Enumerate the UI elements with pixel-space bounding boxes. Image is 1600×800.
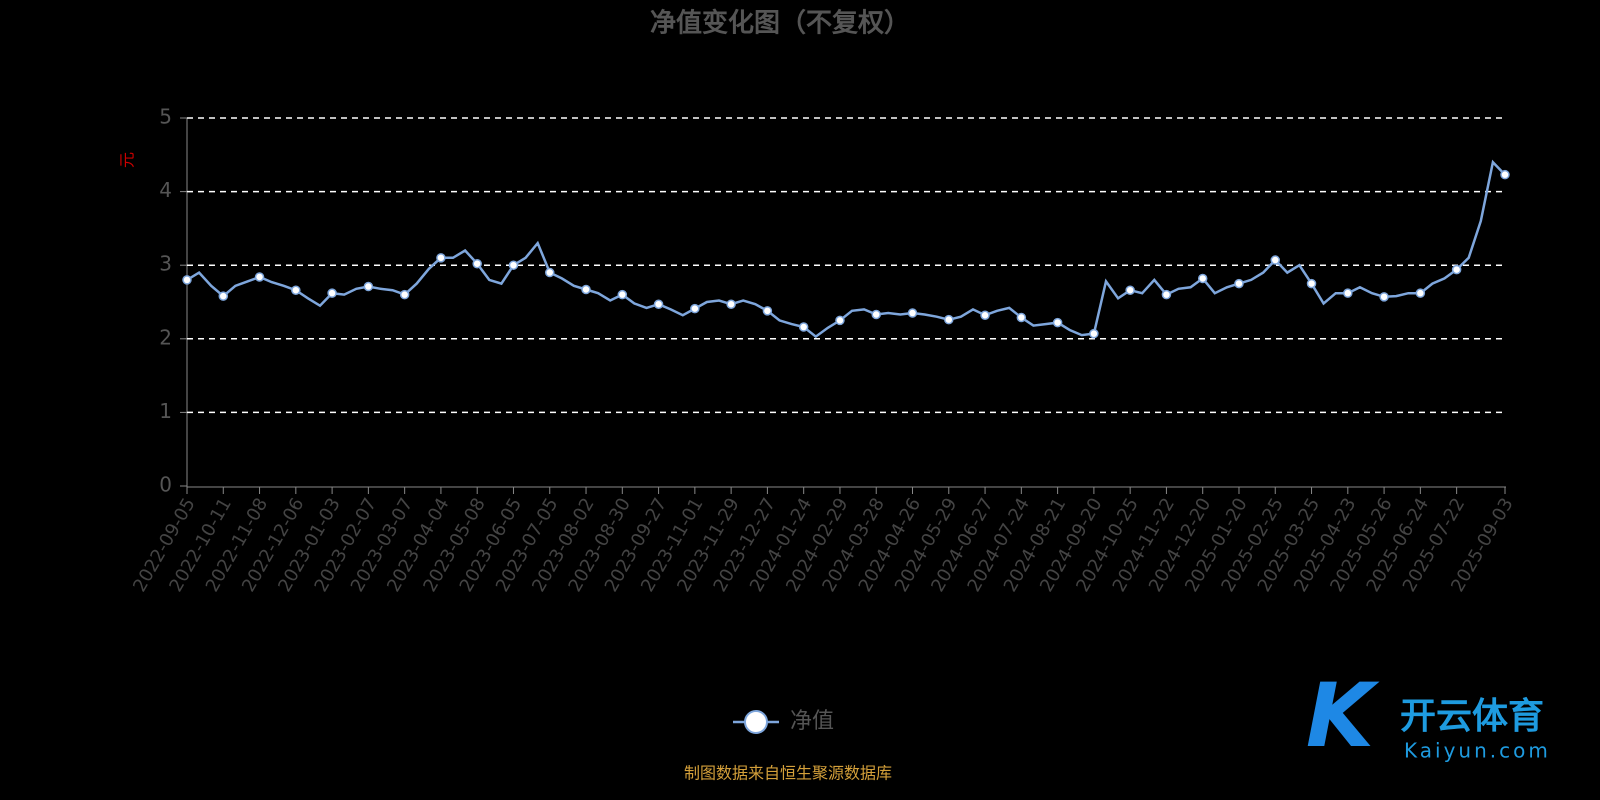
y-tick-label: 4	[159, 178, 172, 202]
data-point	[1052, 317, 1063, 328]
data-point	[617, 289, 628, 300]
data-point	[1306, 278, 1317, 289]
data-point	[327, 288, 337, 298]
watermark-url: Kaiyun.com	[1404, 739, 1551, 763]
y-tick-label: 0	[159, 473, 172, 497]
data-point	[653, 299, 664, 309]
data-point	[1343, 288, 1353, 298]
data-point	[508, 260, 519, 270]
data-point	[1197, 273, 1208, 284]
data-point	[1451, 264, 1462, 275]
data-point	[363, 281, 374, 292]
legend-marker	[744, 710, 768, 734]
data-point	[1234, 278, 1244, 289]
watermark-logo: K	[1306, 664, 1380, 767]
data-point	[581, 284, 591, 295]
data-point	[1161, 289, 1172, 300]
y-axis-label: 元	[118, 152, 137, 168]
data-point	[871, 309, 881, 320]
legend-label: 净值	[790, 709, 834, 734]
data-point	[399, 289, 410, 300]
data-point	[182, 275, 192, 285]
data-point	[944, 314, 954, 325]
data-point	[1500, 169, 1510, 180]
y-tick-label: 2	[159, 325, 172, 349]
data-point	[1415, 288, 1426, 298]
data-point	[1379, 292, 1389, 302]
y-tick-label: 5	[159, 105, 172, 129]
data-point	[762, 306, 773, 316]
data-point	[218, 291, 229, 301]
data-point	[1089, 328, 1099, 339]
watermark-text: 开云体育	[1400, 696, 1544, 737]
data-point	[1016, 312, 1027, 323]
data-point	[690, 303, 700, 314]
data-point	[545, 267, 555, 278]
data-point	[436, 253, 446, 263]
chart-title: 净值变化图（不复权）	[650, 8, 910, 39]
watermark: K 开云体育 Kaiyun.com	[1306, 664, 1551, 767]
data-point	[1270, 255, 1281, 265]
data-point	[798, 322, 809, 332]
data-point	[907, 308, 918, 318]
source-note: 制图数据来自恒生聚源数据库	[684, 764, 892, 783]
data-point	[472, 258, 482, 269]
y-tick-label: 3	[159, 252, 172, 276]
data-point	[835, 315, 845, 326]
data-point	[254, 272, 265, 282]
data-point	[726, 299, 736, 309]
data-point	[1125, 285, 1135, 295]
y-tick-label: 1	[159, 399, 172, 423]
data-point	[980, 310, 990, 320]
data-point	[291, 285, 301, 295]
